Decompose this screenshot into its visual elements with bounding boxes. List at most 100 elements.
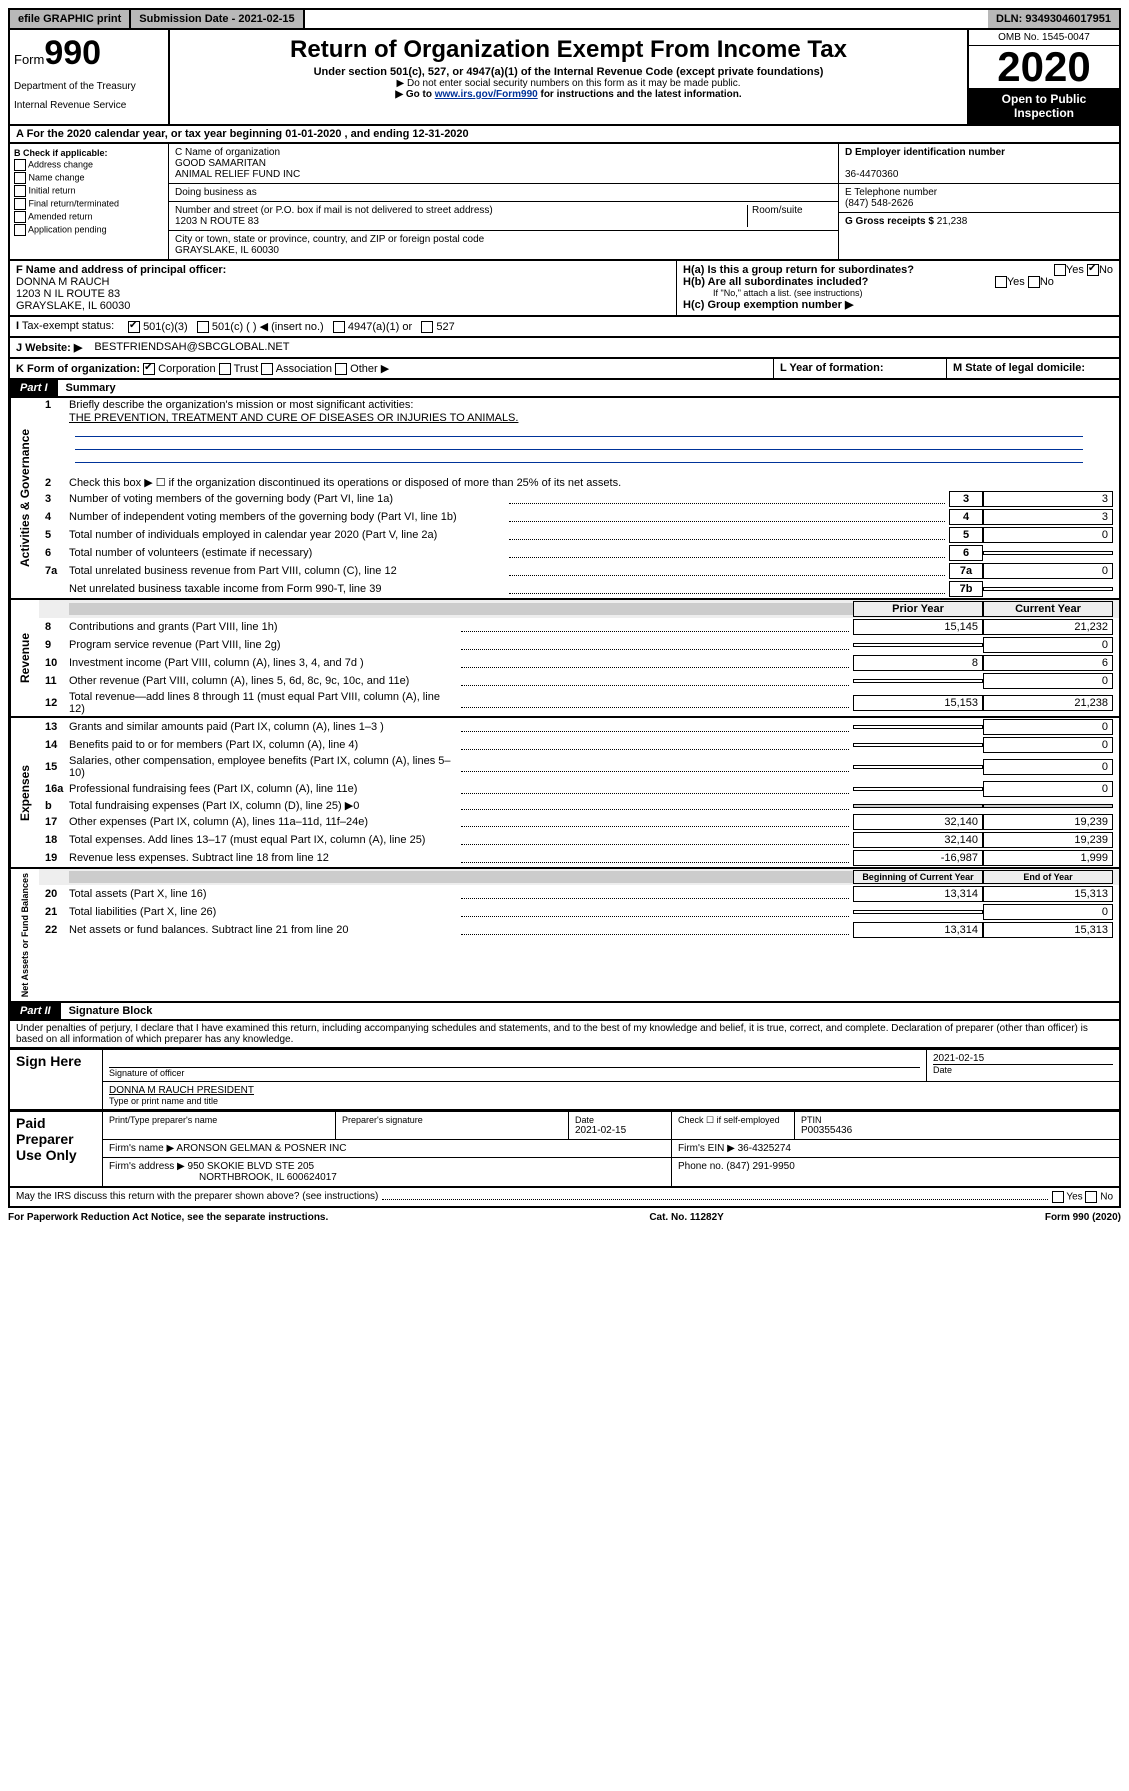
- opt-other: Other ▶: [350, 363, 389, 375]
- prep-date-label: Date: [575, 1115, 665, 1125]
- gov-line: Net unrelated business taxable income fr…: [39, 580, 1119, 598]
- ptin-label: PTIN: [801, 1115, 1113, 1125]
- chk-527[interactable]: [421, 321, 433, 333]
- row-klm: K Form of organization: Corporation Trus…: [8, 359, 1121, 380]
- year-box: OMB No. 1545-0047 2020 Open to Public In…: [967, 30, 1119, 124]
- chk-final[interactable]: Final return/terminated: [14, 198, 164, 210]
- chk-amended[interactable]: Amended return: [14, 211, 164, 223]
- m-label: M State of legal domicile:: [953, 362, 1085, 374]
- opt-trust: Trust: [234, 363, 259, 375]
- footer-mid: Cat. No. 11282Y: [649, 1212, 723, 1223]
- h-c: H(c) Group exemption number ▶: [683, 299, 853, 311]
- chk-501c3[interactable]: [128, 321, 140, 333]
- irs-link[interactable]: www.irs.gov/Form990: [435, 89, 538, 100]
- h-a: H(a) Is this a group return for subordin…: [683, 264, 914, 276]
- section-a-pre: A For the 2020 calendar year, or tax yea…: [16, 128, 285, 140]
- discuss-yes[interactable]: [1052, 1191, 1064, 1203]
- phone-value: (847) 548-2626: [845, 198, 1113, 209]
- data-line: 20Total assets (Part X, line 16)13,31415…: [39, 885, 1119, 903]
- form-subtitle: Under section 501(c), 527, or 4947(a)(1)…: [174, 66, 963, 78]
- data-line: 15Salaries, other compensation, employee…: [39, 754, 1119, 780]
- info-grid: B Check if applicable: Address change Na…: [8, 144, 1121, 261]
- footer-left: For Paperwork Reduction Act Notice, see …: [8, 1212, 328, 1223]
- form-number-box: Form990 Department of the Treasury Inter…: [10, 30, 170, 124]
- form-title: Return of Organization Exempt From Incom…: [174, 36, 963, 64]
- form-prefix: Form: [14, 52, 44, 67]
- data-line: 13Grants and similar amounts paid (Part …: [39, 718, 1119, 736]
- firm-phone-label: Phone no.: [678, 1161, 726, 1172]
- officer-addr2: GRAYSLAKE, IL 60030: [16, 300, 130, 312]
- firm-addr2: NORTHBROOK, IL 600624017: [109, 1172, 337, 1183]
- h-note: If "No," attach a list. (see instruction…: [683, 288, 1113, 298]
- data-line: 19Revenue less expenses. Subtract line 1…: [39, 849, 1119, 867]
- q1: Briefly describe the organization's miss…: [69, 399, 1113, 411]
- sig-officer-label: Signature of officer: [109, 1067, 920, 1078]
- rev-section: Revenue Prior Year Current Year 8Contrib…: [8, 600, 1121, 718]
- part2-title: Signature Block: [61, 1005, 153, 1017]
- chk-corp[interactable]: [143, 363, 155, 375]
- vtab-rev: Revenue: [10, 600, 39, 716]
- vtab-net: Net Assets or Fund Balances: [10, 869, 39, 1001]
- form-number: 990: [44, 34, 101, 72]
- row-i: I Tax-exempt status: 501(c)(3) 501(c) ( …: [8, 317, 1121, 338]
- ein-value: 36-4470360: [845, 169, 898, 180]
- year-end: 12-31-2020: [412, 128, 468, 140]
- data-line: 14Benefits paid to or for members (Part …: [39, 736, 1119, 754]
- website-label: J Website: ▶: [16, 342, 82, 354]
- chk-501c[interactable]: [197, 321, 209, 333]
- room-label: Room/suite: [747, 205, 832, 227]
- chk-assoc[interactable]: [261, 363, 273, 375]
- opt-assoc: Association: [276, 363, 332, 375]
- firm-ein-label: Firm's EIN ▶: [678, 1143, 735, 1154]
- form-note1: ▶ Do not enter social security numbers o…: [174, 78, 963, 89]
- chk-name[interactable]: Name change: [14, 172, 164, 184]
- title-box: Return of Organization Exempt From Incom…: [170, 30, 967, 124]
- discuss-row: May the IRS discuss this return with the…: [8, 1188, 1121, 1208]
- officer-addr1: 1203 N IL ROUTE 83: [16, 288, 120, 300]
- ptin-value: P00355436: [801, 1125, 1113, 1136]
- opt-corp: Corporation: [158, 363, 215, 375]
- row-j: J Website: ▶ BESTFRIENDSAH@SBCGLOBAL.NET: [8, 338, 1121, 359]
- data-line: 21Total liabilities (Part X, line 26)0: [39, 903, 1119, 921]
- page-footer: For Paperwork Reduction Act Notice, see …: [8, 1208, 1121, 1227]
- chk-address[interactable]: Address change: [14, 159, 164, 171]
- row-f-h: F Name and address of principal officer:…: [8, 261, 1121, 317]
- opt-4947: 4947(a)(1) or: [348, 321, 412, 333]
- chk-4947[interactable]: [333, 321, 345, 333]
- sign-table: Sign Here Signature of officer 2021-02-1…: [8, 1049, 1121, 1111]
- firm-label: Firm's name ▶: [109, 1143, 174, 1154]
- h-b: H(b) Are all subordinates included?: [683, 276, 868, 288]
- discuss-no[interactable]: [1085, 1191, 1097, 1203]
- efile-button[interactable]: efile GRAPHIC print: [10, 10, 131, 28]
- hdr-current: Current Year: [983, 601, 1113, 617]
- gov-section: Activities & Governance 1Briefly describ…: [8, 398, 1121, 600]
- box-b: B Check if applicable: Address change Na…: [10, 144, 169, 259]
- dept-irs: Internal Revenue Service: [14, 100, 164, 111]
- chk-trust[interactable]: [219, 363, 231, 375]
- gov-line: 3Number of voting members of the governi…: [39, 490, 1119, 508]
- part2-header: Part II Signature Block: [8, 1003, 1121, 1021]
- prep-name-label: Print/Type preparer's name: [109, 1115, 329, 1125]
- gov-line: 5Total number of individuals employed in…: [39, 526, 1119, 544]
- chk-initial[interactable]: Initial return: [14, 185, 164, 197]
- note2-post: for instructions and the latest informat…: [538, 89, 742, 100]
- dba-label: Doing business as: [169, 184, 838, 202]
- top-bar: efile GRAPHIC print Submission Date - 20…: [8, 8, 1121, 30]
- hdr-begin: Beginning of Current Year: [853, 870, 983, 884]
- open-public-badge: Open to Public Inspection: [969, 88, 1119, 124]
- chk-other[interactable]: [335, 363, 347, 375]
- data-line: 17Other expenses (Part IX, column (A), l…: [39, 813, 1119, 831]
- subdate-label: Submission Date -: [139, 13, 238, 25]
- subdate-value: 2021-02-15: [238, 13, 294, 25]
- submission-date: Submission Date - 2021-02-15: [131, 10, 304, 28]
- chk-pending[interactable]: Application pending: [14, 224, 164, 236]
- org-name-1: GOOD SAMARITAN: [175, 158, 832, 169]
- year-begin: 01-01-2020: [285, 128, 341, 140]
- sign-date-label: Date: [933, 1064, 1113, 1075]
- org-name-2: ANIMAL RELIEF FUND INC: [175, 169, 832, 180]
- gross-value: 21,238: [937, 216, 968, 227]
- box-c: C Name of organization GOOD SAMARITAN AN…: [169, 144, 838, 259]
- box-b-label: B Check if applicable:: [14, 148, 108, 158]
- gov-line: 7aTotal unrelated business revenue from …: [39, 562, 1119, 580]
- opt-501c3: 501(c)(3): [143, 321, 188, 333]
